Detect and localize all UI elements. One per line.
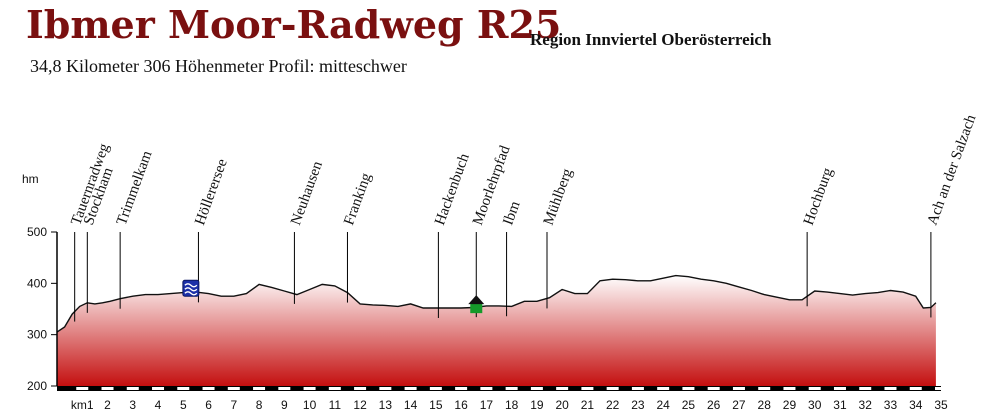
- waypoint-label: Ibm: [500, 199, 523, 227]
- x-tick-label: 25: [682, 398, 696, 412]
- profile-area: [57, 275, 936, 386]
- x-axis-band-gap: [152, 387, 165, 390]
- x-axis-band-gap: [808, 387, 821, 390]
- x-axis-band-gap: [354, 387, 367, 390]
- x-tick-label: 26: [707, 398, 721, 412]
- x-tick-label: 24: [656, 398, 670, 412]
- x-axis-band-gap: [303, 387, 316, 390]
- x-tick-label: 15: [429, 398, 443, 412]
- x-tick-label: 5: [180, 398, 187, 412]
- y-tick-label: 500: [27, 225, 47, 239]
- x-axis-band-gap: [556, 387, 569, 390]
- y-tick-label: 300: [27, 328, 47, 342]
- x-tick-label: 6: [205, 398, 212, 412]
- x-axis-band-gap: [404, 387, 417, 390]
- x-axis-band-gap: [429, 387, 442, 390]
- route-summary: 34,8 Kilometer 306 Höhenmeter Profil: mi…: [30, 56, 407, 76]
- moor-trail-icon-base: [470, 303, 483, 314]
- x-tick-label: 20: [555, 398, 569, 412]
- x-axis-band-gap: [631, 387, 644, 390]
- x-tick-label: 3: [129, 398, 136, 412]
- x-axis-band-gap: [227, 387, 240, 390]
- x-axis-band-gap: [177, 387, 190, 390]
- x-axis-band-gap: [505, 387, 518, 390]
- waypoint-label: Hochburg: [801, 165, 837, 227]
- x-tick-label: 16: [454, 398, 468, 412]
- x-axis-band-gap: [758, 387, 771, 390]
- x-axis-band-gap: [202, 387, 215, 390]
- waypoint-label: Höllerersee: [192, 157, 231, 228]
- x-axis-band-gap: [328, 387, 341, 390]
- y-axis-title: hm: [22, 172, 39, 186]
- x-tick-label: 33: [884, 398, 898, 412]
- x-tick-label: 4: [155, 398, 162, 412]
- waypoint-label: Ach an der Salzach: [925, 112, 980, 227]
- x-tick-label: km1: [71, 398, 94, 412]
- x-axis-band-gap: [278, 387, 291, 390]
- x-tick-label: 19: [530, 398, 544, 412]
- lake-icon-wave: [184, 287, 198, 292]
- x-tick-label: 18: [505, 398, 519, 412]
- x-tick-label: 21: [581, 398, 595, 412]
- x-tick-label: 17: [480, 398, 494, 412]
- x-tick-label: 34: [909, 398, 923, 412]
- x-axis-band-gap: [833, 387, 846, 390]
- x-axis-band-gap: [480, 387, 493, 390]
- x-tick-label: 23: [631, 398, 645, 412]
- x-tick-label: 32: [859, 398, 873, 412]
- x-axis-band-gap: [126, 387, 139, 390]
- x-tick-label: 12: [353, 398, 367, 412]
- x-tick-label: 30: [808, 398, 822, 412]
- x-axis-band-gap: [530, 387, 543, 390]
- waypoint-label: Neuhausen: [288, 159, 326, 228]
- x-axis-band-gap: [581, 387, 594, 390]
- x-tick-label: 27: [732, 398, 746, 412]
- x-tick-label: 2: [104, 398, 111, 412]
- x-axis-band: [57, 386, 941, 391]
- y-tick-label: 200: [27, 379, 47, 393]
- x-axis-band-gap: [732, 387, 745, 390]
- x-tick-label: 28: [758, 398, 772, 412]
- x-axis-band-gap: [76, 387, 89, 390]
- region-subtitle: Region Innviertel Oberösterreich: [530, 30, 772, 49]
- x-axis-band-gap: [606, 387, 619, 390]
- y-tick-label: 400: [27, 276, 47, 290]
- x-axis-band-gap: [379, 387, 392, 390]
- x-axis-band-gap: [859, 387, 872, 390]
- x-axis-band-gap: [253, 387, 266, 390]
- x-axis-band-gap: [682, 387, 695, 390]
- moor-trail-icon: [468, 295, 485, 314]
- x-tick-label: 10: [303, 398, 317, 412]
- profile-line: [56, 274, 937, 333]
- waypoint-label: Franking: [341, 171, 375, 228]
- lake-icon-wave: [184, 291, 198, 296]
- x-axis-band-gap: [657, 387, 670, 390]
- x-tick-label: 14: [404, 398, 418, 412]
- moor-trail-icon-roof: [468, 295, 485, 305]
- x-tick-label: 11: [329, 398, 342, 412]
- x-axis-band-gap: [707, 387, 720, 390]
- x-axis-band-gap: [783, 387, 796, 390]
- x-axis-band-gap: [884, 387, 897, 390]
- x-axis-band-gap: [101, 387, 114, 390]
- x-axis-band-gap: [455, 387, 468, 390]
- x-tick-label: 29: [783, 398, 797, 412]
- x-axis-band-gap: [909, 387, 922, 390]
- x-tick-label: 8: [256, 398, 263, 412]
- page-title: Ibmer Moor-Radweg R25: [26, 2, 562, 47]
- lake-icon-wave: [184, 283, 198, 288]
- x-tick-label: 9: [281, 398, 288, 412]
- x-tick-label: 13: [379, 398, 393, 412]
- waypoint-label: Hackenbuch: [432, 151, 473, 227]
- x-tick-label: 31: [833, 398, 847, 412]
- x-tick-label: 22: [606, 398, 620, 412]
- x-tick-label: 35: [934, 398, 948, 412]
- x-axis-band-gap: [935, 387, 947, 390]
- waypoint-label: Trimmelkam: [114, 148, 156, 227]
- lake-icon: [182, 279, 200, 297]
- waypoint-label: Mühlberg: [541, 166, 576, 227]
- x-tick-label: 7: [230, 398, 237, 412]
